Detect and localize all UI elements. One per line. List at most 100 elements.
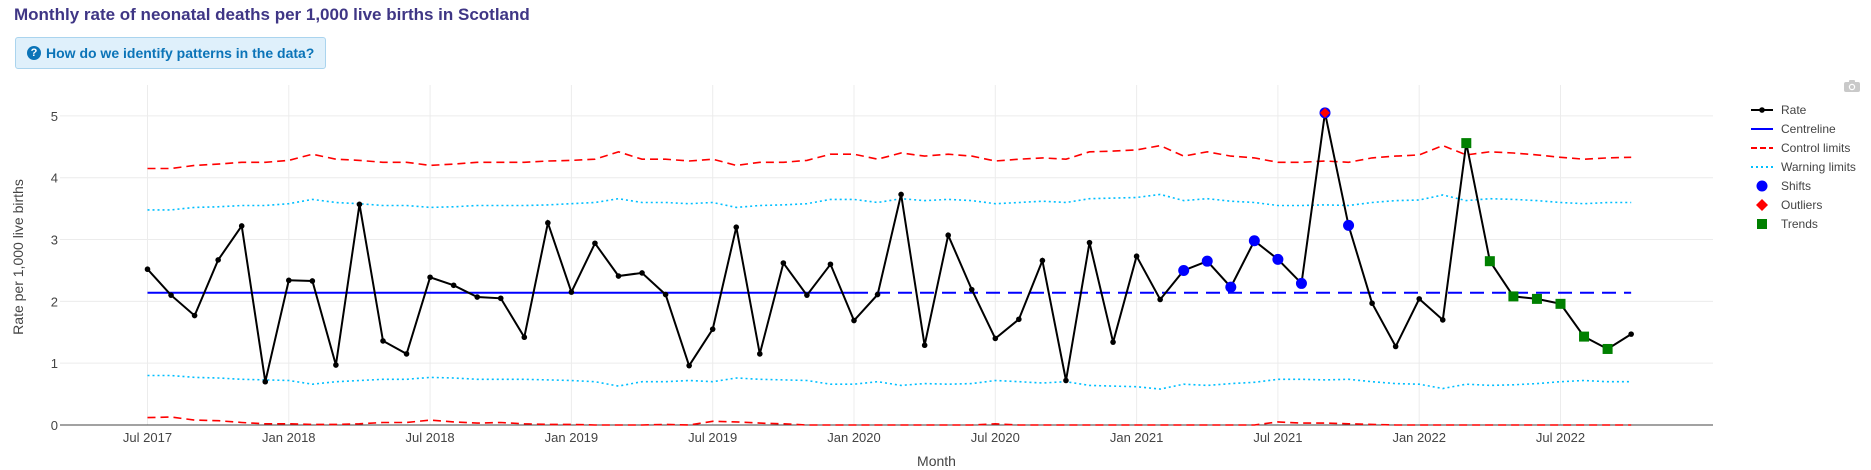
rate-point xyxy=(1157,296,1163,303)
x-axis-title: Month xyxy=(917,453,956,469)
rate-point xyxy=(1392,343,1399,350)
rate-point xyxy=(968,286,975,293)
rate-point xyxy=(333,362,339,368)
rate-point xyxy=(403,351,410,357)
rate-point xyxy=(639,270,645,276)
rate-point xyxy=(757,351,763,357)
rate-point xyxy=(874,291,881,298)
x-tick-label: Jul 2022 xyxy=(1536,430,1585,445)
x-tick-label: Jan 2020 xyxy=(827,430,881,445)
shift-marker xyxy=(1201,255,1213,267)
rate-point xyxy=(1416,296,1422,302)
rate-point xyxy=(1016,316,1022,323)
x-tick-label: Jul 2018 xyxy=(406,430,455,445)
rate-point xyxy=(733,224,740,230)
shift-marker xyxy=(1178,264,1190,276)
rate-point xyxy=(380,338,386,344)
rate-point xyxy=(804,292,810,298)
y-axis-title: Rate per 1,000 live births xyxy=(10,179,26,335)
rate-point xyxy=(686,362,692,369)
rate-point xyxy=(827,261,834,268)
rate-point xyxy=(921,342,928,349)
rate-point xyxy=(168,292,174,298)
y-tick-label: 3 xyxy=(51,233,58,248)
rate-point xyxy=(497,295,504,302)
rate-point xyxy=(474,294,481,300)
rate-point xyxy=(1628,331,1634,337)
y-tick-label: 2 xyxy=(51,294,58,309)
rate-point xyxy=(144,266,151,273)
trend-marker xyxy=(1484,256,1495,267)
legend-label: Centreline xyxy=(1781,122,1836,136)
x-tick-label: Jan 2019 xyxy=(545,430,599,445)
pattern-help-button[interactable]: ? How do we identify patterns in the dat… xyxy=(15,37,326,69)
rate-point xyxy=(851,317,857,324)
rate-point xyxy=(709,326,716,332)
rate-point xyxy=(898,191,904,198)
legend-shift-swatch xyxy=(1756,180,1768,192)
pattern-help-label: How do we identify patterns in the data? xyxy=(46,45,315,61)
trend-marker xyxy=(1508,291,1519,302)
rate-point xyxy=(992,335,999,342)
y-tick-label: 0 xyxy=(51,418,58,433)
legend-label: Shifts xyxy=(1781,179,1811,193)
rate-point xyxy=(1063,377,1069,384)
outlier-marker xyxy=(1320,107,1330,118)
x-tick-label: Jul 2021 xyxy=(1253,430,1302,445)
rate-point xyxy=(309,278,316,284)
shift-marker xyxy=(1272,253,1284,265)
rate-point xyxy=(1086,239,1093,246)
shift-marker xyxy=(1248,235,1260,247)
lower-warning-limit-line xyxy=(147,374,1632,390)
upper-warning-limit-line xyxy=(147,193,1632,211)
rate-point xyxy=(286,277,292,284)
rate-point xyxy=(662,291,669,298)
camera-icon[interactable] xyxy=(1843,79,1861,93)
y-tick-label: 1 xyxy=(51,356,58,371)
rate-point xyxy=(545,220,551,226)
rate-point xyxy=(262,378,269,385)
chart-title: Monthly rate of neonatal deaths per 1,00… xyxy=(14,5,530,24)
legend: Rate Centreline Control limits Warning limi… xyxy=(1751,103,1856,231)
rate-point xyxy=(780,260,787,266)
lower-control-limit-line xyxy=(147,416,1632,426)
trend-marker xyxy=(1531,293,1542,304)
x-tick-label: Jul 2019 xyxy=(688,430,737,445)
legend-label: Outliers xyxy=(1781,198,1822,212)
rate-point xyxy=(592,240,598,247)
gridlines xyxy=(60,85,1713,425)
rate-point xyxy=(215,257,221,263)
trend-marker xyxy=(1602,343,1613,354)
rate-point xyxy=(1039,257,1046,264)
legend-label: Trends xyxy=(1781,217,1818,231)
rate-point xyxy=(1110,339,1116,345)
rate-point xyxy=(427,274,433,281)
rate-point xyxy=(238,223,245,229)
x-tick-label: Jan 2018 xyxy=(262,430,316,445)
x-tick-label: Jul 2017 xyxy=(123,430,172,445)
y-tick-label: 4 xyxy=(51,171,58,186)
rate-point xyxy=(1439,317,1446,323)
y-tick-label: 5 xyxy=(51,109,58,124)
rate-point xyxy=(945,232,951,239)
legend-outlier-swatch xyxy=(1756,199,1768,211)
shift-marker xyxy=(1343,219,1355,231)
rate-point xyxy=(356,201,363,208)
rate-point xyxy=(1369,300,1375,307)
rate-line xyxy=(146,112,1632,382)
rate-point xyxy=(191,312,198,319)
trend-marker xyxy=(1579,331,1590,342)
rate-point xyxy=(521,334,528,341)
upper-control-limit-line xyxy=(147,144,1632,170)
x-tick-label: Jan 2021 xyxy=(1110,430,1164,445)
shift-marker xyxy=(1295,277,1307,289)
legend-label: Rate xyxy=(1781,103,1807,117)
shift-marker xyxy=(1225,281,1237,293)
x-tick-label: Jan 2022 xyxy=(1392,430,1446,445)
trend-marker xyxy=(1555,298,1566,309)
legend-rate-dot xyxy=(1759,107,1765,113)
rate-point xyxy=(450,282,457,289)
legend-label: Warning limits xyxy=(1781,160,1856,174)
rate-point xyxy=(1133,253,1140,260)
